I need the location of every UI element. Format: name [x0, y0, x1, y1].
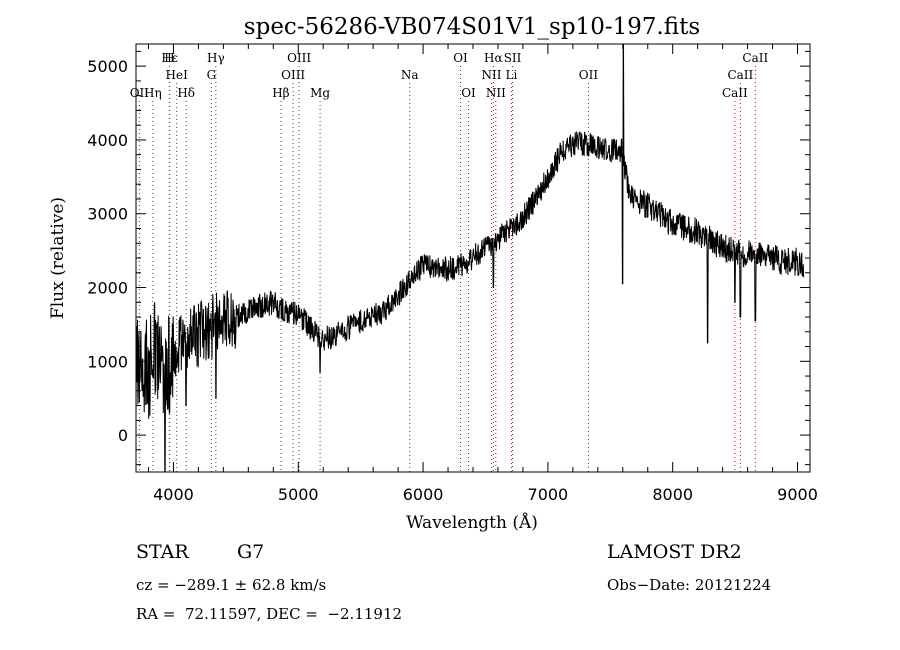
spectrum-line — [135, 43, 805, 473]
line-marker-label: NII — [486, 86, 506, 100]
obs-date: Obs−Date: 20121224 — [607, 576, 772, 594]
x-axis: 4000 5000 6000 7000 8000 9000 — [147, 44, 818, 504]
spectrum-series — [135, 43, 805, 473]
object-subclass: G7 — [237, 541, 265, 563]
line-marker-label: NII — [481, 68, 501, 82]
line-marker-label: Na — [401, 68, 419, 82]
x-tick-label: 7000 — [528, 485, 569, 504]
line-marker-label: HeI — [166, 68, 189, 82]
y-tick-label: 5000 — [87, 57, 128, 76]
coordinates: RA = 72.11597, DEC = −2.11912 — [136, 605, 403, 623]
line-marker-label: CaII — [742, 51, 768, 65]
line-marker-label: H — [164, 51, 174, 65]
line-marker-label: OII — [130, 86, 150, 100]
line-marker-label: G — [207, 68, 217, 82]
line-marker-label: CaII — [722, 86, 748, 100]
y-tick-label: 2000 — [87, 279, 128, 298]
line-marker-label: Hη — [144, 86, 162, 100]
y-axis: 0 1000 2000 3000 4000 5000 — [87, 50, 810, 466]
line-marker-label: Hβ — [272, 86, 289, 100]
x-tick-label: 4000 — [153, 485, 194, 504]
redshift-readout: cz = −289.1 ± 62.8 km/s — [136, 576, 327, 594]
line-marker-label: Li — [506, 68, 518, 82]
chart-title: spec-56286-VB074S01V1_sp10-197.fits — [244, 14, 700, 40]
line-marker-label: Hγ — [207, 51, 225, 65]
x-tick-label: 9000 — [777, 485, 818, 504]
survey-name: LAMOST DR2 — [607, 541, 742, 563]
line-marker-label: CaII — [727, 68, 753, 82]
line-marker-label: Hα — [484, 51, 503, 65]
line-marker-label: OII — [579, 68, 599, 82]
y-tick-label: 3000 — [87, 205, 128, 224]
line-marker-label: OIII — [287, 51, 311, 65]
line-marker-label: Mg — [310, 86, 330, 100]
y-tick-label: 4000 — [87, 131, 128, 150]
x-axis-label: Wavelength (Å) — [406, 512, 538, 533]
line-marker-label: SII — [504, 51, 522, 65]
line-marker-label: Hε — [161, 51, 178, 65]
x-tick-label: 6000 — [403, 485, 444, 504]
y-tick-label: 1000 — [87, 352, 128, 371]
x-tick-label: 5000 — [278, 485, 319, 504]
object-class: STAR — [136, 541, 189, 563]
line-marker-label: OIII — [281, 68, 305, 82]
line-marker-label: OI — [453, 51, 468, 65]
y-tick-label: 0 — [118, 426, 128, 445]
y-axis-label: Flux (relative) — [48, 197, 68, 319]
x-tick-label: 8000 — [652, 485, 693, 504]
line-marker-label: OI — [461, 86, 476, 100]
line-marker-label: Hδ — [177, 86, 195, 100]
